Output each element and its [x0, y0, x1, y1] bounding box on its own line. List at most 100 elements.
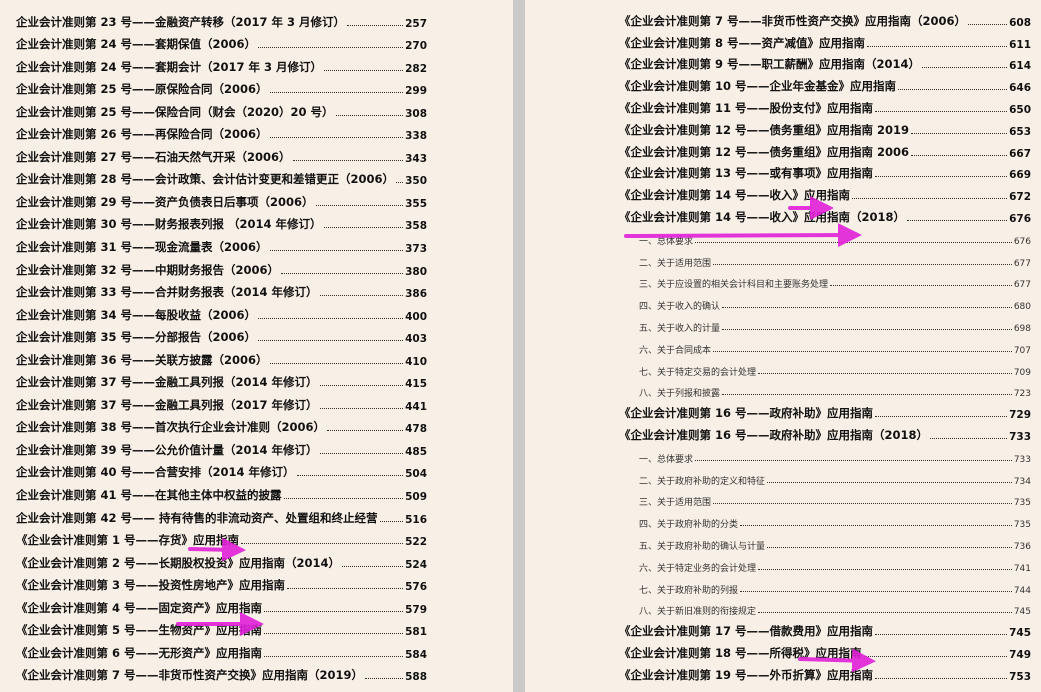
dot-leader: [695, 459, 1012, 461]
toc-entry: 企业会计准则第 24 号——套期会计（2017 年 3 月修订） 282: [16, 52, 427, 75]
page-number: 608: [1009, 16, 1031, 29]
page-number: 343: [405, 152, 427, 165]
page-number: 478: [405, 423, 427, 436]
entry-title: 企业会计准则第 37 号——金融工具列报（2014 年修订）: [16, 375, 318, 390]
page-number: 588: [405, 671, 427, 684]
entry-title: 六、关于合同成本: [639, 345, 712, 356]
toc-entry: 《企业会计准则第 17 号——借款费用》应用指南 745: [619, 617, 1031, 639]
toc-entry: 《企业会计准则第 9 号——职工薪酬》应用指南（2014） 614: [619, 51, 1031, 73]
dot-leader: [758, 568, 1012, 570]
dot-leader: [875, 634, 1008, 636]
dot-leader: [335, 114, 404, 116]
dot-leader: [258, 340, 404, 342]
entry-title: 企业会计准则第 31 号——现金流量表（2006）: [16, 240, 268, 255]
toc-entry: 企业会计准则第 32 号——中期财务报告（2006） 380: [16, 255, 427, 278]
page-number: 516: [405, 513, 427, 526]
dot-leader: [342, 565, 404, 567]
entry-title: 《企业会计准则第 14 号——收入》应用指南（2018）: [619, 209, 906, 224]
page-number: 734: [1013, 476, 1031, 487]
dot-leader: [347, 24, 404, 26]
page-number: 485: [405, 445, 427, 458]
entry-title: 企业会计准则第 23 号——金融资产转移（2017 年 3 月修订）: [16, 14, 346, 29]
page-number: 653: [1009, 125, 1031, 138]
dot-leader: [875, 416, 1008, 418]
toc-entry: 《企业会计准则第 5 号——生物资产》应用指南 581: [16, 616, 427, 638]
toc-entry: 企业会计准则第 39 号——公允价值计量（2014 年修订） 485: [16, 435, 427, 458]
toc-entry: 《企业会计准则第 13 号——或有事项》应用指南 669: [619, 160, 1031, 182]
toc-entry: 企业会计准则第 26 号——再保险合同（2006） 338: [16, 120, 427, 142]
page-number: 677: [1013, 280, 1031, 291]
page-number: 650: [1009, 103, 1031, 116]
entry-title: 《企业会计准则第 19 号——外币折算》应用指南: [619, 667, 874, 682]
dot-leader: [319, 407, 404, 409]
dot-leader: [722, 328, 1012, 330]
toc-entry: 《企业会计准则第 3 号——投资性房地产》应用指南 576: [16, 571, 427, 594]
entry-title: 《企业会计准则第 17 号——借款费用》应用指南: [619, 624, 874, 639]
dot-leader: [269, 137, 404, 139]
toc-entry: 企业会计准则第 38 号——首次执行企业会计准则（2006） 478: [16, 413, 427, 436]
entry-title: 企业会计准则第 29 号——资产负债表日后事项（2006）: [16, 194, 314, 209]
dot-leader: [319, 452, 404, 454]
toc-subentry: 六、关于合同成本 707: [619, 334, 1031, 356]
entry-title: 企业会计准则第 40 号——合营安排（2014 年修订）: [16, 465, 295, 480]
entry-title: 《企业会计准则第 7 号——非货币性资产交换》应用指南（2019）: [16, 668, 364, 683]
dot-leader: [365, 678, 404, 680]
toc-subentry: 六、关于特定业务的会计处理 741: [619, 552, 1031, 574]
page-number: 733: [1013, 454, 1031, 465]
entry-title: 五、关于政府补助的确认与计量: [639, 541, 766, 552]
right-page: 《企业会计准则第 7 号——非货币性资产交换》应用指南（2006） 608 《企业会…: [525, 0, 1041, 692]
dot-leader: [258, 47, 404, 49]
page-number: 270: [405, 40, 427, 53]
dot-leader: [968, 23, 1008, 25]
toc-entry: 《企业会计准则第 12 号——债务重组》应用指南 2006 667: [619, 138, 1031, 160]
toc-subentry: 四、关于政府补助的分类 735: [619, 508, 1031, 530]
toc-subentry: 一、总体要求 733: [619, 443, 1031, 465]
toc-subentry: 七、关于特定交易的会计处理 709: [619, 356, 1031, 378]
page-number: 576: [405, 581, 427, 594]
entry-title: 八、关于列报和披露: [639, 389, 721, 400]
toc-entry: 企业会计准则第 25 号——保险合同（财会（2020）20 号） 308: [16, 97, 427, 120]
dot-leader: [740, 525, 1012, 527]
page-number: 584: [405, 648, 427, 661]
entry-title: 企业会计准则第 37 号——金融工具列报（2017 年修订）: [16, 397, 318, 412]
toc-entry: 企业会计准则第 31 号——现金流量表（2006） 373: [16, 232, 427, 255]
entry-title: 企业会计准则第 28 号——会计政策、会计估计变更和差错更正（2006）: [16, 172, 395, 187]
dot-leader: [264, 655, 404, 657]
toc-subentry: 八、关于列报和披露 723: [619, 378, 1031, 400]
page-number: 614: [1009, 60, 1031, 73]
toc-entry: 《企业会计准则第 16 号——政府补助》应用指南（2018） 733: [619, 421, 1031, 443]
page-number: 680: [1013, 302, 1031, 313]
toc-subentry: 三、关于应设置的相关会计科目和主要账务处理 677: [619, 269, 1031, 291]
entry-title: 企业会计准则第 26 号——再保险合同（2006）: [16, 127, 268, 142]
dot-leader: [830, 285, 1012, 287]
dot-leader: [258, 317, 404, 319]
toc-entry: 企业会计准则第 35 号——分部报告（2006） 403: [16, 323, 427, 346]
entry-title: 企业会计准则第 24 号——套期会计（2017 年 3 月修订）: [16, 59, 323, 74]
page-number: 441: [405, 400, 427, 413]
page-number: 522: [405, 536, 427, 549]
entry-title: 四、关于政府补助的分类: [639, 520, 739, 531]
dot-leader: [867, 45, 1008, 47]
toc-entry: 企业会计准则第 30 号——财务报表列报 （2014 年修订） 358: [16, 210, 427, 232]
toc-entry: 《企业会计准则第 4 号——固定资产》应用指南 579: [16, 593, 427, 616]
page-number: 403: [405, 333, 427, 346]
dot-leader: [930, 437, 1008, 439]
page-number: 676: [1013, 236, 1031, 247]
dot-leader: [758, 612, 1012, 614]
dot-leader: [379, 520, 404, 522]
dot-leader: [241, 543, 404, 545]
page-number: 282: [405, 62, 427, 75]
page-number: 707: [1013, 345, 1031, 356]
dot-leader: [922, 67, 1008, 69]
toc-subentry: 八、关于新旧准则的衔接规定 745: [619, 596, 1031, 618]
entry-title: 《企业会计准则第 16 号——政府补助》应用指南（2018）: [619, 427, 929, 442]
dot-leader: [283, 498, 404, 500]
page-number: 745: [1013, 607, 1031, 618]
entry-title: 《企业会计准则第 6 号——无形资产》应用指南: [16, 645, 263, 660]
toc-entry: 《企业会计准则第 7 号——非货币性资产交换》应用指南（2019） 588: [16, 661, 427, 684]
page-number: 669: [1009, 169, 1031, 182]
toc-entry: 企业会计准则第 37 号——金融工具列报（2017 年修订） 441: [16, 390, 427, 413]
dot-leader: [319, 295, 404, 297]
dot-leader: [758, 372, 1012, 374]
